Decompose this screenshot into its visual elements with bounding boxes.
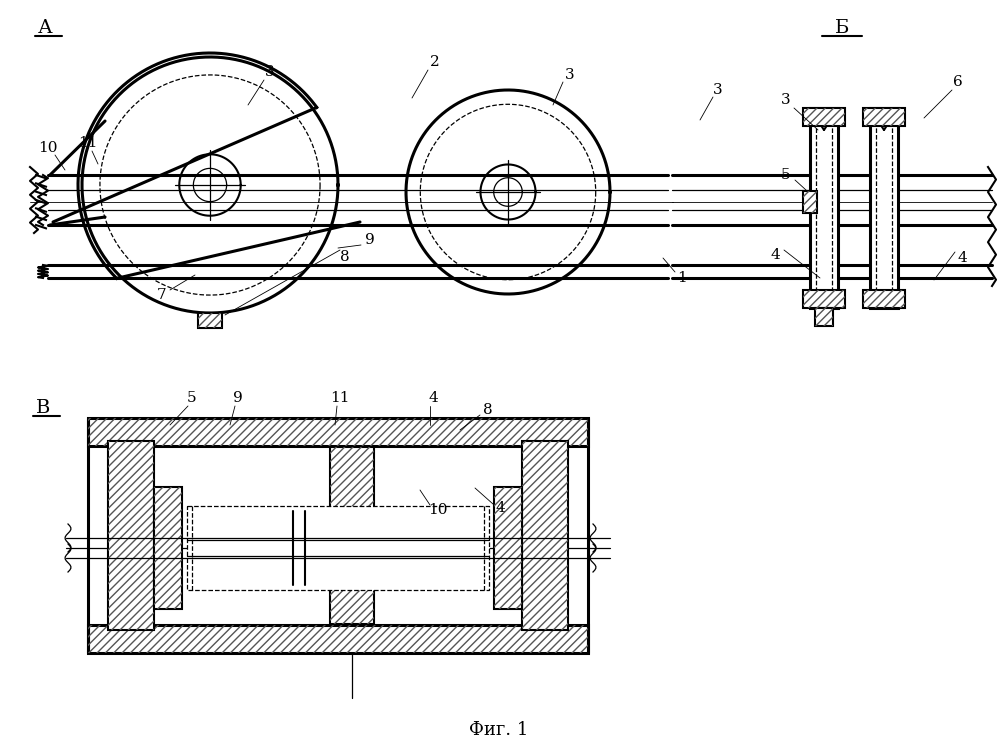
Bar bbox=[330, 447, 374, 624]
Text: 3: 3 bbox=[713, 83, 723, 97]
Bar bbox=[870, 108, 898, 308]
Text: Фиг. 1: Фиг. 1 bbox=[470, 721, 528, 739]
Bar bbox=[522, 441, 568, 630]
Text: 8: 8 bbox=[341, 250, 350, 264]
Bar bbox=[88, 625, 588, 653]
Bar bbox=[494, 487, 522, 609]
Text: 2: 2 bbox=[431, 55, 440, 69]
Bar bbox=[88, 418, 588, 446]
Bar bbox=[108, 441, 154, 630]
Bar bbox=[815, 308, 833, 326]
Text: 4: 4 bbox=[496, 501, 504, 515]
Bar bbox=[88, 418, 588, 446]
Text: 4: 4 bbox=[957, 251, 967, 265]
Bar bbox=[330, 447, 374, 624]
Bar bbox=[803, 191, 817, 213]
Bar bbox=[154, 487, 182, 609]
Bar bbox=[154, 487, 182, 609]
Bar bbox=[803, 108, 845, 126]
Bar bbox=[803, 290, 845, 308]
Bar bbox=[815, 308, 833, 326]
Text: 4: 4 bbox=[429, 391, 438, 405]
Text: 3: 3 bbox=[781, 93, 791, 107]
Bar bbox=[863, 290, 905, 308]
Text: 11: 11 bbox=[331, 391, 350, 405]
Bar bbox=[198, 313, 222, 328]
Bar bbox=[863, 108, 905, 126]
Text: А: А bbox=[38, 19, 53, 37]
Bar bbox=[863, 108, 905, 126]
Text: Б: Б bbox=[835, 19, 849, 37]
Text: 11: 11 bbox=[78, 136, 98, 150]
Text: 3: 3 bbox=[565, 68, 574, 82]
Text: 1: 1 bbox=[677, 271, 687, 285]
Text: В: В bbox=[36, 399, 50, 417]
Bar bbox=[88, 625, 588, 653]
Text: 9: 9 bbox=[365, 233, 375, 247]
Text: 9: 9 bbox=[233, 391, 243, 405]
Bar bbox=[494, 487, 522, 609]
Text: 6: 6 bbox=[953, 75, 963, 89]
Text: 5: 5 bbox=[781, 168, 791, 182]
Text: 3: 3 bbox=[265, 65, 275, 79]
Text: 10: 10 bbox=[38, 141, 58, 155]
Text: 5: 5 bbox=[187, 391, 197, 405]
Bar bbox=[803, 191, 817, 213]
Bar bbox=[108, 441, 154, 630]
Bar bbox=[803, 108, 845, 126]
Bar bbox=[863, 290, 905, 308]
Text: 8: 8 bbox=[484, 403, 493, 417]
Bar bbox=[198, 313, 222, 328]
Bar bbox=[522, 441, 568, 630]
Text: 7: 7 bbox=[157, 288, 167, 302]
Text: 10: 10 bbox=[429, 503, 448, 517]
Bar bbox=[187, 506, 489, 590]
Bar bbox=[810, 108, 838, 308]
Bar bbox=[803, 290, 845, 308]
Text: 4: 4 bbox=[770, 248, 780, 262]
